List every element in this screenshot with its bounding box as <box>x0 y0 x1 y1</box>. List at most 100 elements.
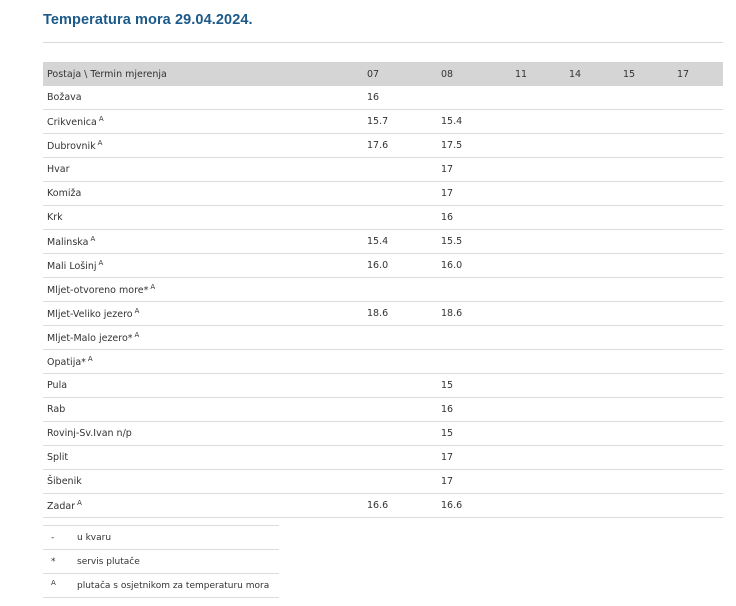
station-cell: Mali Lošinj A <box>43 253 363 278</box>
temperature-cell: 16.6 <box>437 493 511 518</box>
temperature-cell <box>619 421 673 446</box>
table-body: Božava 16 Crikvenica A 15.7 15.4 Dubrovnik A 17.… <box>43 86 723 518</box>
station-cell: Krk <box>43 205 363 230</box>
temperature-cell: 17 <box>437 445 511 470</box>
temperature-cell <box>363 445 437 470</box>
temperature-cell <box>437 86 511 110</box>
station-cell: Dubrovnik A <box>43 133 363 158</box>
temperature-cell <box>565 397 619 422</box>
temperature-cell <box>619 373 673 398</box>
temperature-cell: 15 <box>437 421 511 446</box>
temperature-cell <box>673 109 723 134</box>
temperature-cell <box>437 325 511 350</box>
table-row: Malinska A 15.4 15.5 <box>43 229 723 254</box>
legend-text: servis plutače <box>77 549 279 574</box>
temperature-cell <box>511 493 565 518</box>
temperature-cell <box>363 469 437 494</box>
station-cell: Rovinj-Sv.Ivan n/p <box>43 421 363 446</box>
header-08: 08 <box>437 62 511 86</box>
header-15: 15 <box>619 62 673 86</box>
temperature-cell <box>511 86 565 110</box>
temperature-cell <box>565 277 619 302</box>
temperature-cell <box>363 397 437 422</box>
temperature-cell <box>565 109 619 134</box>
station-name: Zadar <box>47 501 76 512</box>
buoy-sensor-mark: A <box>134 331 140 339</box>
temperature-cell <box>673 277 723 302</box>
sea-temperature-table: Postaja \ Termin mjerenja 07 08 11 14 15… <box>43 62 723 518</box>
buoy-sensor-mark: A <box>90 235 96 243</box>
temperature-cell <box>619 157 673 182</box>
temperature-cell: 17 <box>437 469 511 494</box>
temperature-cell <box>619 301 673 326</box>
temperature-cell <box>511 157 565 182</box>
page-title: Temperatura mora 29.04.2024. <box>43 12 253 28</box>
table-header-row: Postaja \ Termin mjerenja 07 08 11 14 15… <box>43 62 723 86</box>
temperature-cell <box>673 325 723 350</box>
table-row: Crikvenica A 15.7 15.4 <box>43 109 723 134</box>
temperature-cell <box>673 373 723 398</box>
temperature-cell <box>363 373 437 398</box>
temperature-cell <box>619 349 673 374</box>
legend-symbol-cell: * <box>43 549 77 574</box>
temperature-cell <box>619 493 673 518</box>
temperature-cell: 18.6 <box>437 301 511 326</box>
station-name: Dubrovnik <box>47 141 96 152</box>
station-cell: Malinska A <box>43 229 363 254</box>
temperature-cell <box>363 157 437 182</box>
station-name: Šibenik <box>47 476 82 487</box>
table-row: Božava 16 <box>43 86 723 110</box>
temperature-cell <box>511 229 565 254</box>
station-name: Mali Lošinj <box>47 261 97 272</box>
legend-symbol-cell: - <box>43 525 77 550</box>
temperature-cell <box>565 86 619 110</box>
temperature-cell <box>511 109 565 134</box>
table-row: Komiža 17 <box>43 181 723 206</box>
temperature-cell <box>511 373 565 398</box>
temperature-cell <box>673 133 723 158</box>
temperature-cell: 15 <box>437 373 511 398</box>
buoy-sensor-mark: A <box>150 283 156 291</box>
temperature-cell <box>673 397 723 422</box>
header-14: 14 <box>565 62 619 86</box>
temperature-cell <box>673 301 723 326</box>
temperature-cell: 16 <box>437 205 511 230</box>
temperature-cell <box>511 301 565 326</box>
header-station: Postaja \ Termin mjerenja <box>43 62 363 86</box>
header-17: 17 <box>673 62 723 86</box>
table-row: Rab 16 <box>43 397 723 422</box>
temperature-cell <box>363 181 437 206</box>
temperature-cell <box>673 445 723 470</box>
table-row: Mali Lošinj A 16.0 16.0 <box>43 253 723 278</box>
temperature-cell: 17.5 <box>437 133 511 158</box>
legend-row: - u kvaru <box>43 525 279 550</box>
temperature-cell <box>619 86 673 110</box>
station-cell: Mljet-otvoreno more* A <box>43 277 363 302</box>
station-cell: Pula <box>43 373 363 398</box>
table-row: Split 17 <box>43 445 723 470</box>
temperature-cell <box>363 325 437 350</box>
title-divider <box>43 42 723 43</box>
table-row: Hvar 17 <box>43 157 723 182</box>
temperature-cell: 16.0 <box>363 253 437 278</box>
temperature-cell <box>565 181 619 206</box>
temperature-cell <box>511 421 565 446</box>
station-name: Rab <box>47 404 66 415</box>
temperature-cell: 16 <box>363 86 437 110</box>
temperature-cell <box>619 277 673 302</box>
temperature-cell <box>619 205 673 230</box>
station-name: Mljet-Veliko jezero <box>47 309 133 320</box>
table-row: Pula 15 <box>43 373 723 398</box>
legend-symbol-cell: A <box>43 573 77 598</box>
temperature-cell <box>511 277 565 302</box>
temperature-cell <box>619 325 673 350</box>
temperature-cell: 16 <box>437 397 511 422</box>
temperature-cell: 17.6 <box>363 133 437 158</box>
temperature-cell <box>363 349 437 374</box>
buoy-sensor-mark: A <box>134 307 140 315</box>
temperature-cell <box>511 397 565 422</box>
temperature-cell: 15.7 <box>363 109 437 134</box>
